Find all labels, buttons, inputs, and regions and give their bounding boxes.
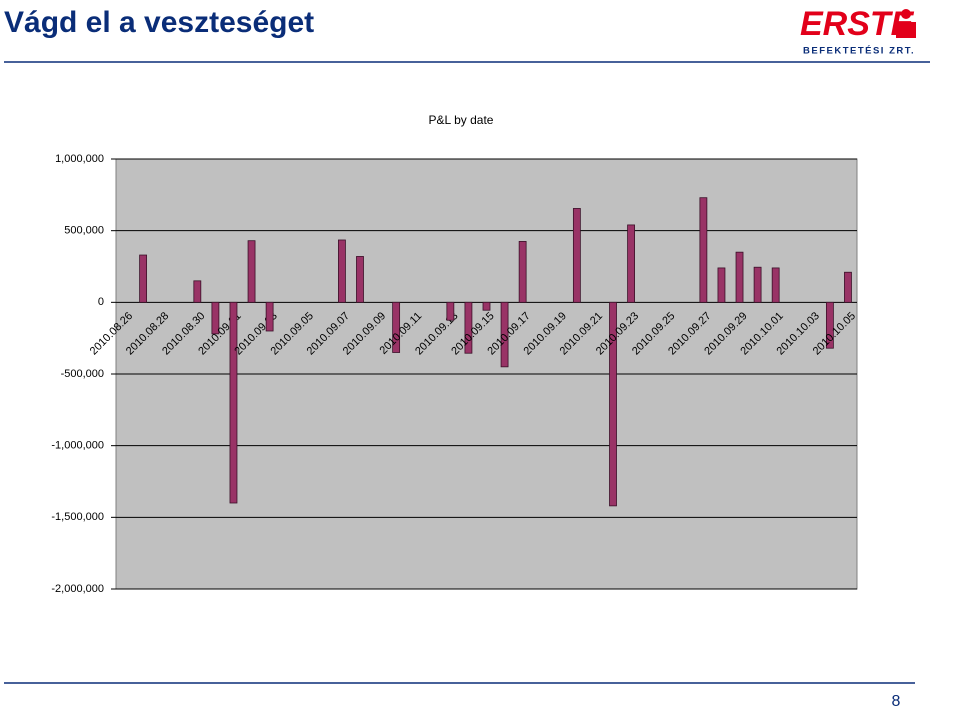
bar — [717, 267, 726, 303]
bar — [518, 241, 527, 303]
logo: ERSTE — [800, 5, 915, 43]
bar — [211, 301, 220, 335]
bar — [753, 266, 762, 303]
bar — [229, 301, 238, 504]
page-number: 8 — [892, 693, 901, 710]
slide-title: Vágd el a veszteséget — [4, 6, 314, 39]
bar — [609, 301, 617, 507]
bar — [627, 224, 635, 303]
chart-title: P&L by date — [429, 113, 494, 127]
bar — [446, 301, 455, 321]
bar — [193, 280, 202, 303]
y-tick-label: -2,000,000 — [51, 583, 104, 595]
logo-icon-body — [896, 22, 916, 38]
bar — [265, 301, 274, 332]
y-tick-label: -500,000 — [61, 368, 104, 380]
bar — [500, 301, 509, 368]
bar — [139, 254, 148, 303]
bar — [356, 256, 364, 303]
bar — [482, 301, 491, 311]
logo-icon — [901, 9, 911, 19]
bar — [392, 301, 401, 353]
bar — [247, 240, 256, 303]
y-tick-label: 1,000,000 — [55, 153, 104, 165]
bar — [572, 208, 581, 303]
y-tick-label: 0 — [98, 296, 104, 308]
bar — [464, 301, 473, 354]
bar — [735, 251, 744, 303]
bar — [771, 267, 780, 303]
bar — [825, 301, 834, 349]
y-tick-label: -1,500,000 — [51, 511, 104, 523]
logo-subtitle: BEFEKTETÉSI ZRT. — [803, 46, 915, 57]
bar — [338, 239, 346, 303]
bar — [699, 197, 708, 303]
bar — [844, 271, 852, 303]
y-tick-label: 500,000 — [64, 225, 104, 237]
y-tick-label: -1,000,000 — [51, 440, 104, 452]
